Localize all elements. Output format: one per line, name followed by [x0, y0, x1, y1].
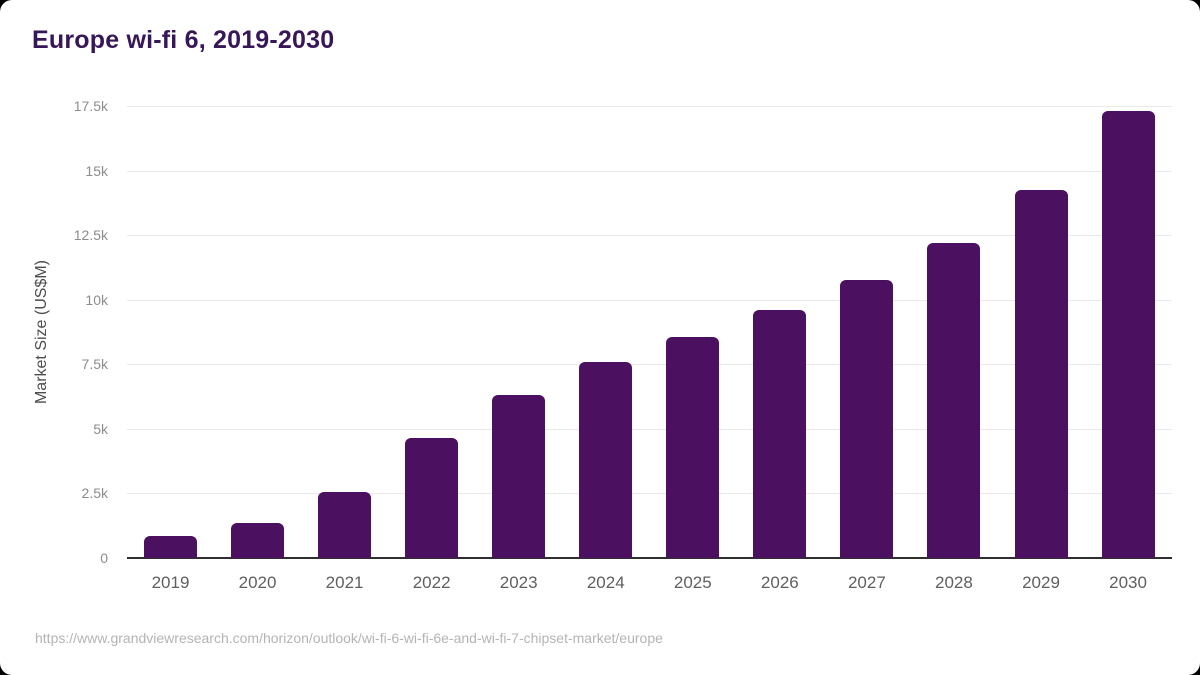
gridline — [127, 364, 1172, 366]
y-tick-label: 10k — [85, 291, 108, 308]
y-tick-label: 15k — [85, 162, 108, 179]
x-tick-label: 2026 — [760, 573, 799, 592]
y-tick-label: 0 — [100, 550, 108, 566]
y-axis-title: Market Size (US$M) — [33, 259, 50, 405]
y-tick-label: 17.5k — [73, 98, 108, 114]
x-tick-label: 2029 — [1022, 573, 1060, 592]
y-tick-label: 2.5k — [81, 485, 108, 502]
bar-2020 — [231, 523, 285, 558]
bar-2029 — [1014, 189, 1068, 558]
x-tick-label: 2028 — [935, 573, 973, 592]
source-url: https://www.grandviewresearch.com/horizo… — [35, 630, 663, 646]
bar-2027 — [840, 280, 894, 558]
bar-2021 — [318, 492, 372, 558]
x-tick-label: 2030 — [1109, 573, 1147, 592]
chart-title: Europe wi-fi 6, 2019-2030 — [32, 26, 335, 54]
gridline — [127, 235, 1172, 237]
x-tick-label: 2027 — [847, 573, 886, 592]
bar-2030 — [1101, 111, 1155, 558]
bar-2026 — [753, 310, 807, 558]
y-tick-label: 5k — [93, 420, 108, 437]
x-tick-label: 2023 — [499, 573, 538, 592]
x-tick-label: 2020 — [238, 573, 277, 592]
bar-2019 — [144, 535, 197, 558]
gridline — [127, 493, 1172, 495]
y-tick-label: 7.5k — [81, 356, 108, 373]
x-tick-label: 2021 — [325, 573, 364, 592]
gridline — [127, 170, 1172, 172]
x-tick-label: 2025 — [673, 573, 712, 592]
y-tick-label: 12.5k — [73, 227, 108, 244]
x-tick-label: 2022 — [412, 573, 451, 592]
bar-2023 — [492, 395, 546, 558]
x-tick-label: 2019 — [151, 573, 190, 592]
bar-2028 — [927, 242, 981, 558]
bar-2024 — [579, 362, 633, 558]
bar-2025 — [666, 337, 720, 558]
x-tick-label: 2024 — [586, 573, 625, 592]
bar-2022 — [405, 437, 459, 558]
gridline — [127, 428, 1172, 430]
gridline — [127, 299, 1172, 301]
x-axis-line — [127, 557, 1172, 559]
gridline — [127, 106, 1172, 107]
